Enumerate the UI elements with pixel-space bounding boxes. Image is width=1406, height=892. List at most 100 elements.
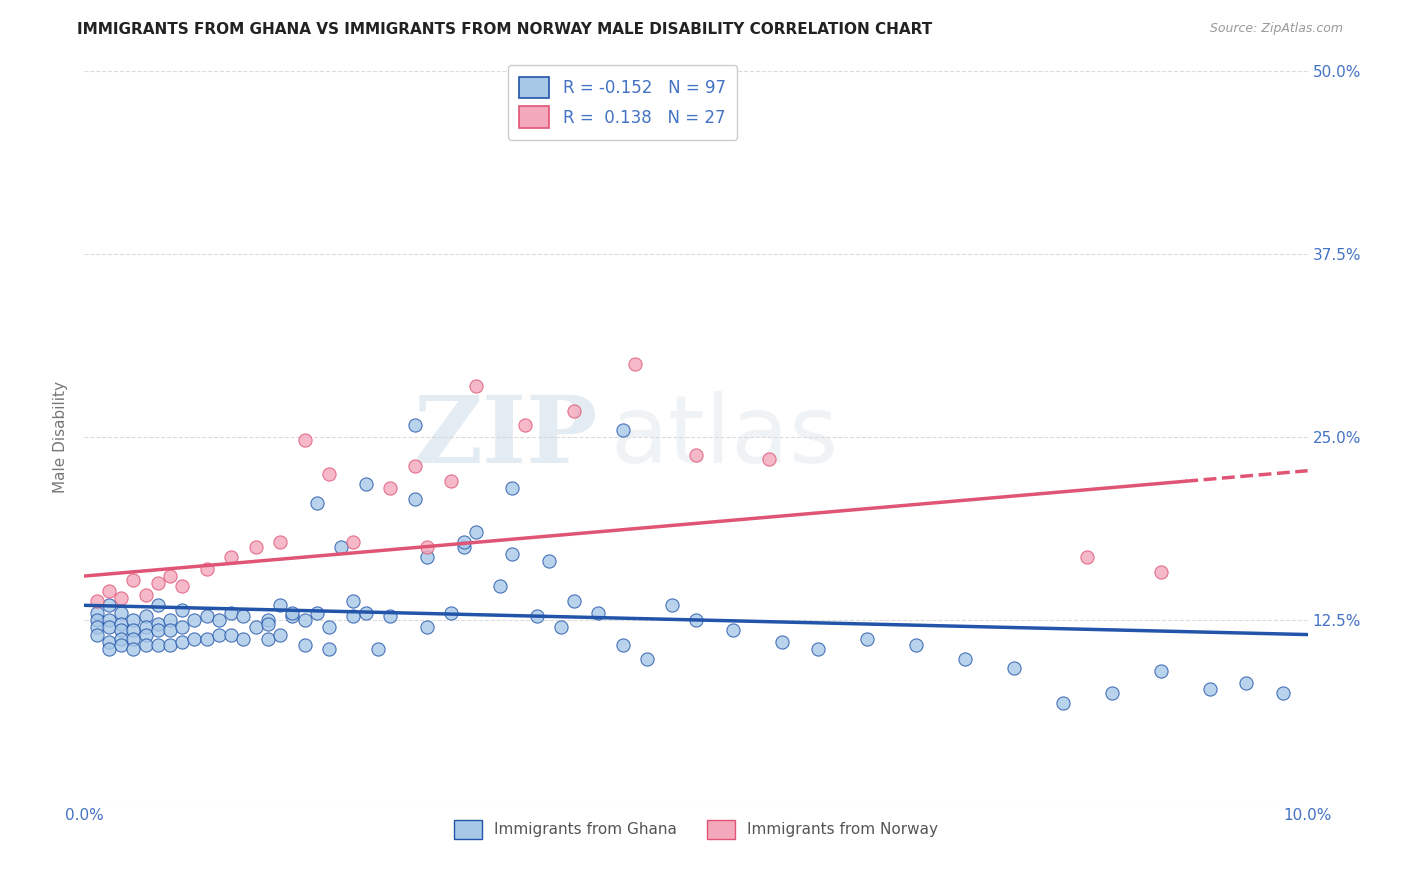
Point — [172, 635, 194, 649]
Point — [97, 635, 120, 649]
Point — [489, 579, 512, 593]
Point — [97, 613, 120, 627]
Point — [685, 448, 707, 462]
Point — [245, 540, 267, 554]
Point — [135, 638, 157, 652]
Point — [342, 535, 364, 549]
Point — [464, 379, 486, 393]
Point — [453, 535, 475, 549]
Point — [318, 642, 340, 657]
Text: atlas: atlas — [610, 391, 838, 483]
Point — [195, 632, 218, 646]
Point — [135, 627, 157, 641]
Point — [257, 613, 280, 627]
Point — [97, 583, 120, 598]
Point — [404, 459, 426, 474]
Point — [721, 623, 744, 637]
Point — [257, 632, 280, 646]
Point — [758, 452, 780, 467]
Point — [1150, 664, 1173, 678]
Point — [110, 591, 132, 605]
Point — [550, 620, 572, 634]
Point — [856, 632, 879, 646]
Point — [281, 608, 304, 623]
Point — [562, 403, 585, 417]
Point — [86, 620, 108, 634]
Point — [416, 549, 439, 564]
Point — [146, 576, 169, 591]
Point — [159, 638, 181, 652]
Point — [183, 613, 205, 627]
Point — [219, 606, 242, 620]
Point — [440, 606, 463, 620]
Point — [159, 623, 181, 637]
Point — [245, 620, 267, 634]
Point — [172, 579, 194, 593]
Point — [195, 608, 218, 623]
Legend: Immigrants from Ghana, Immigrants from Norway: Immigrants from Ghana, Immigrants from N… — [446, 813, 946, 847]
Point — [807, 642, 830, 657]
Point — [195, 562, 218, 576]
Point — [404, 418, 426, 433]
Point — [502, 481, 524, 495]
Point — [269, 599, 291, 613]
Point — [354, 476, 377, 491]
Point — [122, 574, 145, 588]
Point — [86, 594, 108, 608]
Point — [1076, 549, 1098, 564]
Point — [380, 481, 402, 495]
Point — [159, 613, 181, 627]
Point — [135, 588, 157, 602]
Point — [404, 491, 426, 506]
Point — [122, 632, 145, 646]
Point — [219, 627, 242, 641]
Point — [905, 638, 928, 652]
Point — [1198, 681, 1220, 696]
Point — [354, 606, 377, 620]
Point — [1272, 686, 1295, 700]
Point — [146, 617, 169, 632]
Point — [342, 594, 364, 608]
Point — [219, 549, 242, 564]
Point — [318, 467, 340, 481]
Point — [330, 540, 353, 554]
Point — [1052, 696, 1074, 710]
Point — [440, 474, 463, 488]
Point — [208, 627, 231, 641]
Point — [502, 547, 524, 561]
Point — [86, 606, 108, 620]
Point — [513, 418, 536, 433]
Point — [1101, 686, 1123, 700]
Point — [159, 569, 181, 583]
Point — [110, 617, 132, 632]
Point — [135, 608, 157, 623]
Point — [1002, 661, 1025, 675]
Point — [416, 620, 439, 634]
Point — [526, 608, 548, 623]
Point — [110, 606, 132, 620]
Point — [97, 599, 120, 613]
Point — [685, 613, 707, 627]
Point — [269, 627, 291, 641]
Point — [135, 620, 157, 634]
Point — [380, 608, 402, 623]
Point — [146, 623, 169, 637]
Point — [97, 620, 120, 634]
Point — [1236, 676, 1258, 690]
Point — [661, 599, 683, 613]
Point — [146, 599, 169, 613]
Point — [110, 632, 132, 646]
Point — [612, 423, 634, 437]
Point — [453, 540, 475, 554]
Text: IMMIGRANTS FROM GHANA VS IMMIGRANTS FROM NORWAY MALE DISABILITY CORRELATION CHAR: IMMIGRANTS FROM GHANA VS IMMIGRANTS FROM… — [77, 22, 932, 37]
Point — [232, 608, 254, 623]
Point — [612, 638, 634, 652]
Point — [318, 620, 340, 634]
Point — [636, 652, 658, 666]
Y-axis label: Male Disability: Male Disability — [53, 381, 69, 493]
Text: ZIP: ZIP — [413, 392, 598, 482]
Point — [110, 623, 132, 637]
Point — [367, 642, 389, 657]
Point — [1150, 565, 1173, 579]
Point — [208, 613, 231, 627]
